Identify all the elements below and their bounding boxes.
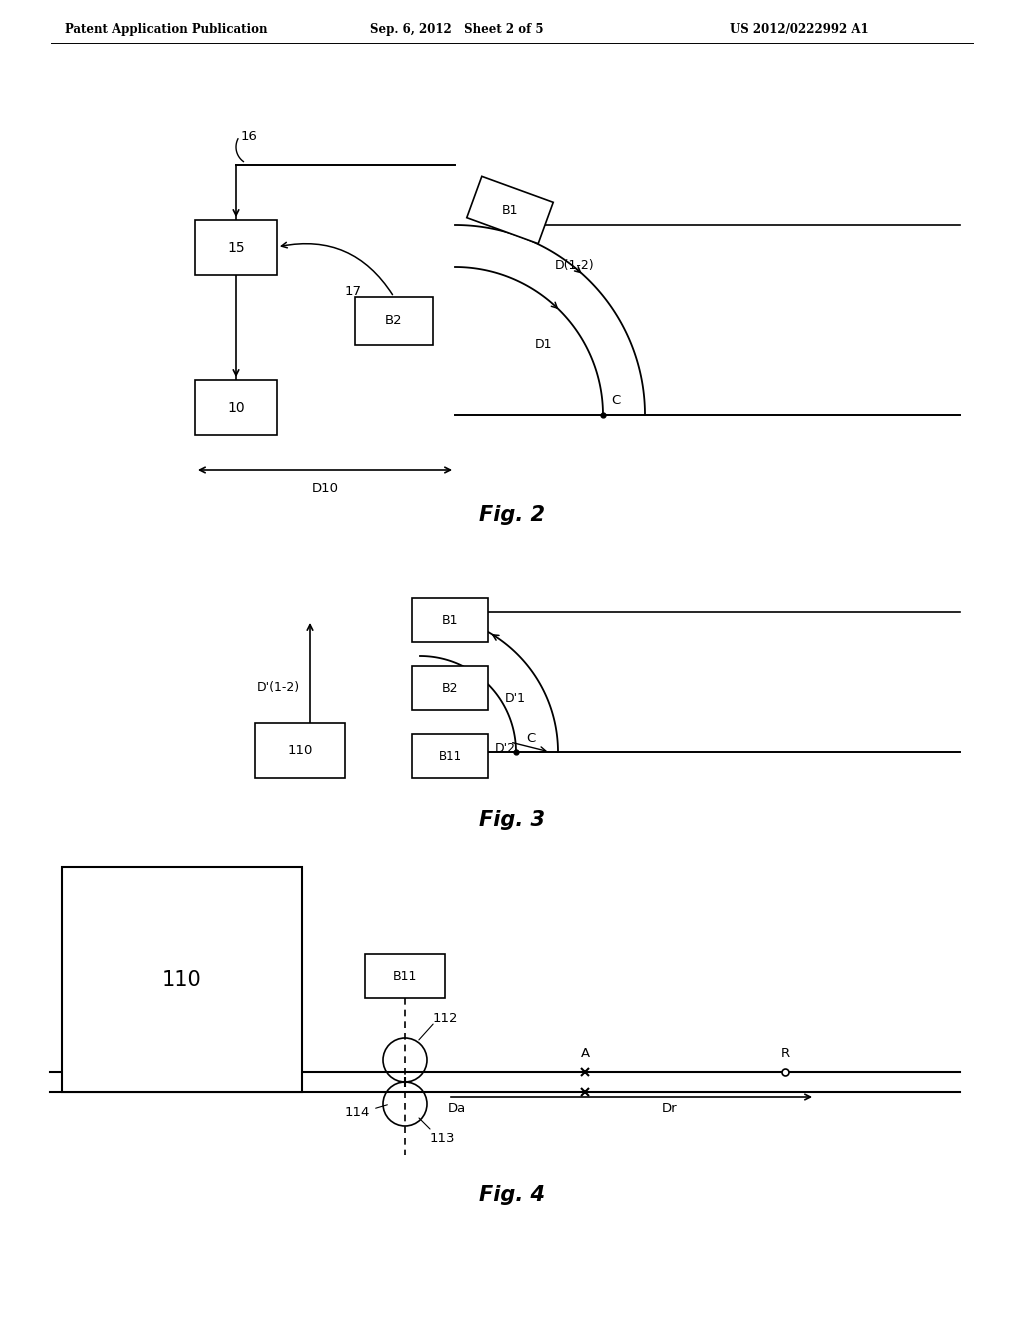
FancyBboxPatch shape: [412, 667, 488, 710]
FancyBboxPatch shape: [62, 867, 302, 1092]
FancyBboxPatch shape: [412, 734, 488, 777]
Text: A: A: [581, 1047, 590, 1060]
Text: US 2012/0222992 A1: US 2012/0222992 A1: [730, 22, 868, 36]
FancyBboxPatch shape: [195, 380, 278, 436]
Text: C: C: [526, 733, 536, 744]
Text: Sep. 6, 2012   Sheet 2 of 5: Sep. 6, 2012 Sheet 2 of 5: [370, 22, 544, 36]
Text: B1: B1: [502, 203, 518, 216]
Text: 112: 112: [433, 1012, 459, 1026]
FancyBboxPatch shape: [195, 220, 278, 275]
Text: Dr: Dr: [662, 1102, 677, 1115]
Text: D'1: D'1: [505, 692, 526, 705]
Text: B11: B11: [438, 750, 462, 763]
Text: Patent Application Publication: Patent Application Publication: [65, 22, 267, 36]
Text: D10: D10: [311, 482, 339, 495]
Text: Fig. 3: Fig. 3: [479, 810, 545, 830]
Text: D1: D1: [535, 338, 553, 351]
Text: D'2: D'2: [495, 742, 516, 755]
Text: B2: B2: [441, 681, 459, 694]
Text: D(1-2): D(1-2): [555, 259, 595, 272]
FancyBboxPatch shape: [365, 954, 445, 998]
Text: R: R: [780, 1047, 790, 1060]
Text: Fig. 4: Fig. 4: [479, 1185, 545, 1205]
Text: 15: 15: [227, 240, 245, 255]
FancyBboxPatch shape: [255, 723, 345, 777]
FancyBboxPatch shape: [412, 598, 488, 642]
Text: C: C: [611, 393, 621, 407]
Text: 16: 16: [241, 129, 258, 143]
Text: Da: Da: [447, 1102, 466, 1115]
Text: 10: 10: [227, 400, 245, 414]
Text: 114: 114: [345, 1106, 370, 1118]
Text: B11: B11: [393, 969, 417, 982]
Text: 110: 110: [288, 744, 312, 756]
Text: 17: 17: [345, 285, 362, 298]
FancyBboxPatch shape: [355, 297, 433, 345]
Text: Fig. 2: Fig. 2: [479, 506, 545, 525]
Text: 113: 113: [430, 1133, 456, 1144]
Text: 110: 110: [162, 969, 202, 990]
Text: D'(1-2): D'(1-2): [257, 681, 300, 694]
Text: B1: B1: [441, 614, 459, 627]
FancyBboxPatch shape: [467, 177, 553, 244]
Text: B2: B2: [385, 314, 402, 327]
